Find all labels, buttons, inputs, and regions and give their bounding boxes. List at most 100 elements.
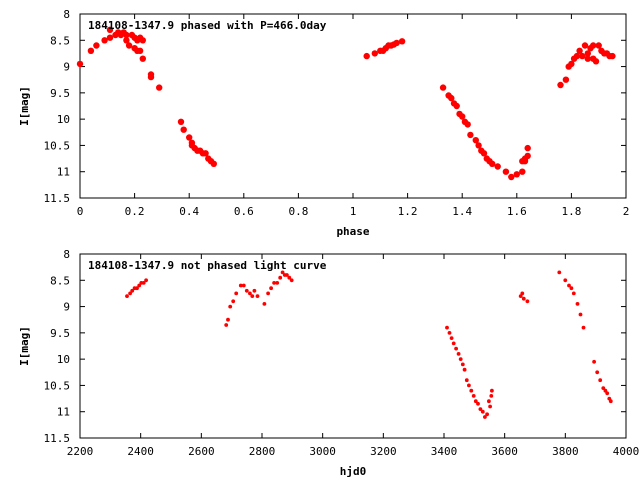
phased-y-axis-label: I[mag] [18, 86, 31, 126]
phased-data-point [590, 42, 597, 49]
light-curve-x-tick-label: 3000 [309, 445, 336, 458]
phased-data-point [576, 47, 583, 54]
phased-data-point [592, 58, 600, 65]
phased-x-tick-label: 1.4 [452, 205, 472, 218]
phased-data-point [448, 94, 455, 102]
phased-data-points [76, 26, 616, 181]
light-curve-y-tick-label: 9 [63, 301, 70, 314]
light-curve-data-point [569, 286, 574, 291]
phased-data-point [568, 60, 575, 68]
phased-data-point [371, 50, 378, 57]
phased-data-point [106, 34, 114, 41]
light-curve-data-point [226, 317, 230, 322]
light-curve-data-point [489, 394, 494, 398]
phased-x-tick-label: 2 [623, 205, 630, 218]
light-curve-x-tick-label: 2400 [127, 445, 154, 458]
light-curve-data-point [520, 291, 525, 296]
phased-data-point [453, 102, 460, 110]
light-curve-x-tick-label: 3800 [552, 445, 579, 458]
phased-data-point [177, 118, 185, 126]
phased-y-tick-label: 9.5 [50, 87, 70, 100]
phased-data-point [106, 26, 114, 33]
light-curve-y-tick-label: 8.5 [50, 274, 70, 287]
light-curve-data-point [571, 291, 576, 296]
light-curve-y-tick-label: 11.5 [44, 432, 71, 445]
light-curve-data-point [272, 281, 276, 285]
light-curve-data-point [248, 291, 252, 296]
phased-data-point [136, 47, 144, 54]
light-curve-data-point [144, 278, 149, 283]
phased-chart: 0 0.2 0.4 0.6 0.8 1 1.2 1.4 1.6 1.8 2 8 8.5 9 9.5 10 10.… [18, 8, 629, 238]
light-curve-data-point [605, 391, 610, 396]
phased-data-point [101, 37, 108, 44]
light-curve-x-tick-label: 3600 [491, 445, 518, 458]
phased-y-tick-label: 8 [63, 8, 70, 21]
light-curve-data-point [490, 388, 494, 393]
phased-data-point [156, 84, 163, 91]
phased-data-point [584, 50, 591, 57]
light-curve-data-point [462, 367, 467, 372]
phased-data-point [502, 168, 510, 175]
light-curve-data-points [125, 270, 613, 419]
light-curve-data-point [278, 275, 283, 280]
light-curve-data-point [456, 352, 461, 356]
phased-data-point [398, 38, 406, 45]
phased-data-point [480, 150, 488, 157]
light-curve-data-point [483, 415, 487, 419]
light-curve-data-point [449, 336, 454, 340]
phased-data-point [579, 52, 586, 60]
phased-data-point [584, 55, 591, 62]
phased-data-point [147, 73, 155, 81]
light-curve-data-point [266, 291, 270, 296]
phased-x-tick-label: 0 [77, 205, 84, 218]
phased-x-tick-label: 1.6 [507, 205, 527, 218]
light-curve-data-point [289, 278, 294, 283]
light-curve-data-point [471, 394, 476, 398]
light-curve-data-point [487, 399, 491, 404]
light-curve-x-tick-label: 4000 [613, 445, 640, 458]
light-curve-y-tick-label: 11 [57, 406, 70, 419]
light-curve-data-point [287, 275, 292, 280]
phased-data-point [609, 52, 616, 60]
phased-data-point [524, 144, 531, 152]
light-curve-data-point [137, 283, 142, 288]
phased-data-point [180, 126, 187, 133]
light-curve-chart: 2200 2400 2600 2800 3000 3200 3400 3600 3800 4000… [18, 248, 639, 478]
phased-data-point [139, 37, 146, 44]
light-curve-data-point [454, 346, 458, 351]
phased-chart-title: 184108-1347.9 phased with P=466.0day [88, 19, 327, 32]
light-curve-data-point [234, 291, 239, 296]
light-curve-data-point [464, 378, 469, 383]
phased-data-point [581, 42, 589, 49]
light-curve-ticks: 2200 2400 2600 2800 3000 3200 3400 3600 3800 4000… [44, 248, 640, 458]
light-curve-data-point [598, 378, 603, 383]
phased-x-tick-label: 0.4 [179, 205, 199, 218]
phased-data-point [524, 152, 531, 160]
phased-data-point [123, 37, 130, 44]
light-curve-data-point [478, 407, 483, 411]
light-curve-chart-title: 184108-1347.9 not phased light curve [88, 259, 327, 272]
phased-x-axis-label: phase [336, 225, 369, 238]
light-curve-data-point [135, 286, 139, 291]
light-curve-data-point [563, 278, 568, 283]
light-curve-y-axis-label: I[mag] [18, 326, 31, 366]
light-curve-data-point [567, 283, 571, 288]
light-curve-x-tick-label: 3200 [370, 445, 397, 458]
light-curve-plot-area [79, 253, 627, 439]
phased-data-point [519, 168, 526, 175]
phased-y-tick-label: 8.5 [50, 34, 70, 47]
phased-data-point [573, 52, 581, 60]
light-curve-data-point [447, 331, 452, 335]
phased-data-point [87, 47, 95, 54]
phased-data-point [475, 142, 482, 149]
light-curve-data-point [231, 299, 236, 304]
light-curve-data-point [485, 412, 489, 417]
light-curve-data-point [592, 359, 596, 364]
light-curve-x-tick-label: 3400 [431, 445, 458, 458]
light-curve-data-point [241, 283, 246, 288]
phased-x-tick-label: 1.8 [561, 205, 581, 218]
phased-data-point [562, 76, 570, 83]
phased-y-tick-label: 11 [57, 166, 70, 179]
